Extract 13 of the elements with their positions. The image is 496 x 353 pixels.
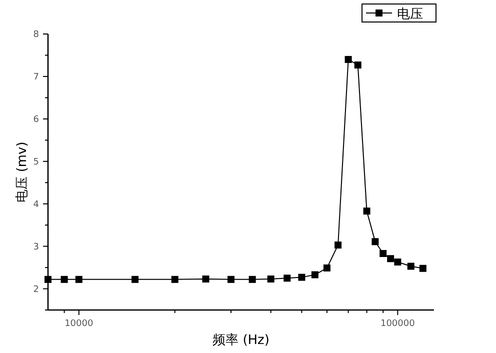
x-tick-label: 10000: [64, 319, 94, 329]
y-tick-label: 2: [33, 284, 39, 295]
y-tick-label: 7: [33, 72, 39, 82]
x-tick-label: 100000: [380, 319, 416, 329]
legend: 电压: [362, 4, 436, 22]
legend-label: 电压: [397, 7, 423, 22]
y-tick-label: 3: [33, 242, 39, 252]
y-tick-label: 6: [33, 114, 40, 125]
y-axis-title: 电压 (mv): [15, 142, 30, 202]
y-tick-label: 5: [33, 157, 39, 168]
x-axis-title: 频率 (Hz): [212, 332, 270, 348]
y-tick-label: 4: [33, 200, 40, 210]
y-tick-label: 8: [33, 30, 40, 40]
